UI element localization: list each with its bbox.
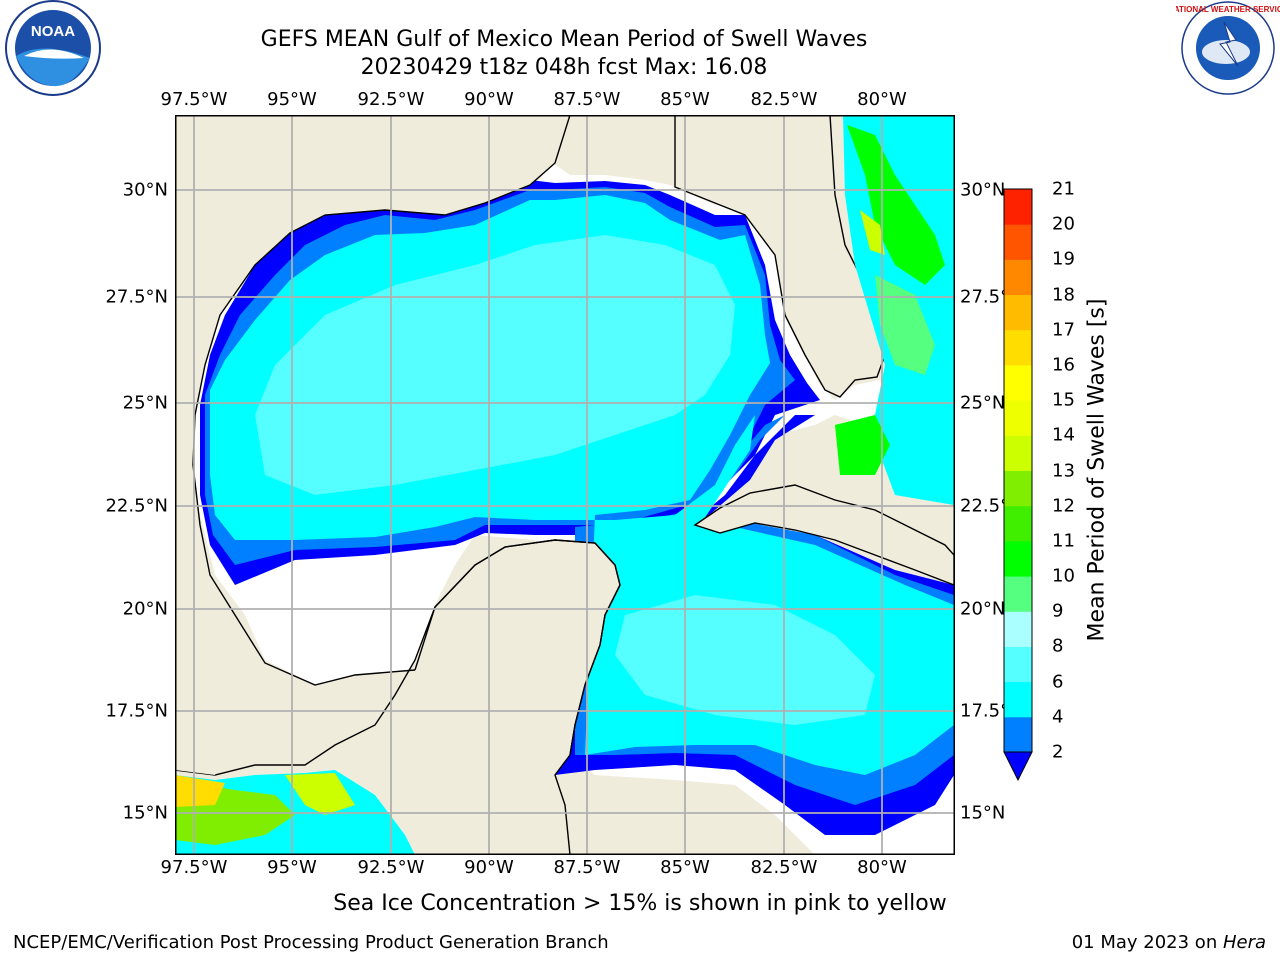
colorbar-swatch bbox=[1004, 400, 1032, 436]
lat-tick-left: 17.5°N bbox=[105, 700, 168, 722]
colorbar-tick: 4 bbox=[1052, 706, 1064, 728]
colorbar-swatch bbox=[1004, 189, 1032, 225]
lon-tick-bottom: 90°W bbox=[464, 857, 514, 878]
colorbar-swatch bbox=[1004, 259, 1032, 296]
mexico-land bbox=[175, 115, 570, 775]
colorbar-tick: 10 bbox=[1052, 565, 1075, 587]
swell-band-6-8 bbox=[255, 235, 735, 495]
colorbar-swatch bbox=[1004, 224, 1032, 260]
cuba-land bbox=[693, 484, 954, 586]
lon-tick-bottom: 85°W bbox=[660, 857, 710, 878]
colorbar-tick: 8 bbox=[1052, 635, 1064, 657]
svg-text:NOAA: NOAA bbox=[31, 23, 75, 40]
colorbar-swatch bbox=[1004, 505, 1032, 542]
colorbar-tick: 2 bbox=[1052, 741, 1064, 763]
footer-date: 01 May 2023 on Hera bbox=[1072, 932, 1266, 953]
colorbar-tick: 15 bbox=[1052, 389, 1075, 411]
colorbar-extend-arrow bbox=[1003, 751, 1033, 782]
colorbar-tick: 16 bbox=[1052, 354, 1075, 376]
svg-text:NATIONAL WEATHER SERVICE: NATIONAL WEATHER SERVICE bbox=[1176, 5, 1280, 14]
atlantic-yellow bbox=[860, 210, 885, 255]
colorbar-tick: 17 bbox=[1052, 319, 1075, 341]
colorbar-swatch bbox=[1004, 329, 1032, 366]
colorbar-tick: 20 bbox=[1052, 213, 1075, 235]
colorbar-tick: 18 bbox=[1052, 284, 1075, 306]
colorbar-tick: 12 bbox=[1052, 495, 1075, 517]
lat-tick-right: 20°N bbox=[960, 598, 1006, 620]
colorbar-swatch bbox=[1004, 611, 1032, 647]
colorbar-swatch bbox=[1004, 364, 1032, 401]
lat-tick-left: 25°N bbox=[122, 392, 168, 414]
colorbar-tick: 6 bbox=[1052, 671, 1064, 693]
lat-tick-left: 27.5°N bbox=[105, 286, 168, 308]
chart-subtitle: 20230429 t18z 048h fcst Max: 16.08 bbox=[360, 55, 768, 80]
lat-tick-left: 30°N bbox=[122, 179, 168, 201]
colorbar-tick: 11 bbox=[1052, 530, 1075, 552]
footer-machine: Hera bbox=[1222, 932, 1266, 953]
chart-title: GEFS MEAN Gulf of Mexico Mean Period of … bbox=[260, 27, 868, 52]
graticule bbox=[175, 115, 954, 854]
colorbar-swatch bbox=[1004, 681, 1032, 718]
lat-tick-right: 25°N bbox=[960, 392, 1006, 414]
lon-tick-bottom: 92.5°W bbox=[357, 857, 425, 878]
colorbar-tick: 14 bbox=[1052, 424, 1075, 446]
colorbar-swatch bbox=[1004, 470, 1032, 507]
florida-land bbox=[674, 115, 886, 398]
footer-date-text: 01 May 2023 on bbox=[1071, 932, 1223, 953]
colorbar-tick: 21 bbox=[1052, 178, 1075, 200]
colorbar-tick: 9 bbox=[1052, 600, 1064, 622]
lon-tick-bottom: 95°W bbox=[267, 857, 317, 878]
lon-tick-top: 87.5°W bbox=[553, 89, 621, 110]
colorbar-swatch bbox=[1004, 294, 1032, 331]
lon-tick-bottom: 80°W bbox=[857, 857, 907, 878]
atlantic-green bbox=[847, 125, 945, 285]
colorbar-tick: 13 bbox=[1052, 460, 1075, 481]
lon-tick-top: 82.5°W bbox=[750, 89, 818, 110]
atlantic-green bbox=[875, 275, 935, 375]
lat-tick-right: 15°N bbox=[960, 802, 1006, 824]
lon-tick-top: 85°W bbox=[660, 89, 710, 110]
colorbar-swatch bbox=[1004, 646, 1032, 683]
lon-tick-bottom: 87.5°W bbox=[553, 857, 621, 878]
colorbar-tick: 19 bbox=[1052, 248, 1075, 270]
lat-tick-left: 20°N bbox=[122, 598, 168, 620]
lat-tick-right: 30°N bbox=[960, 179, 1006, 201]
colorbar-frame bbox=[1003, 188, 1033, 753]
map-frame bbox=[175, 115, 955, 855]
pacific-yellow bbox=[175, 775, 225, 807]
nws-logo: NATIONAL WEATHER SERVICE bbox=[1176, 1, 1280, 95]
sea-ice-note: Sea Ice Concentration > 15% is shown in … bbox=[333, 891, 947, 916]
noaa-logo: NOAA bbox=[5, 0, 101, 96]
colorbar-swatch bbox=[1004, 540, 1032, 577]
lat-tick-left: 15°N bbox=[122, 802, 168, 824]
lon-tick-top: 95°W bbox=[267, 89, 317, 110]
lon-tick-bottom: 82.5°W bbox=[750, 857, 818, 878]
swell-band-6-8 bbox=[615, 595, 875, 725]
colorbar-swatch bbox=[1004, 576, 1032, 612]
pacific-yellow bbox=[285, 773, 355, 815]
lat-tick-left: 22.5°N bbox=[105, 495, 168, 517]
lon-tick-top: 97.5°W bbox=[160, 89, 228, 110]
lon-tick-top: 90°W bbox=[464, 89, 514, 110]
colorbar-swatch bbox=[1004, 716, 1032, 753]
atlantic-green bbox=[835, 415, 890, 475]
lon-tick-top: 80°W bbox=[857, 89, 907, 110]
colorbar-label: Mean Period of Swell Waves [s] bbox=[1084, 298, 1110, 642]
lon-tick-top: 92.5°W bbox=[357, 89, 425, 110]
footer-credit: NCEP/EMC/Verification Post Processing Pr… bbox=[13, 932, 609, 953]
colorbar-swatch bbox=[1004, 435, 1032, 471]
colorbar bbox=[1003, 188, 1033, 782]
coastline bbox=[192, 115, 621, 756]
lon-tick-bottom: 97.5°W bbox=[160, 857, 228, 878]
map-panel bbox=[175, 115, 955, 855]
